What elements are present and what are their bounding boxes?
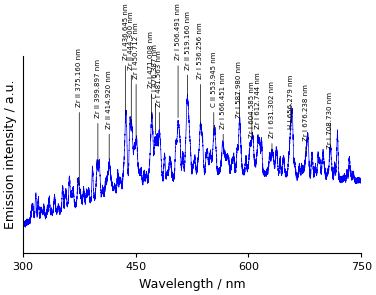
Text: Zr I 436.645 nm: Zr I 436.645 nm (123, 4, 129, 115)
Text: Zr I 604.585 nm: Zr I 604.585 nm (249, 81, 255, 138)
Text: Zr II 519.160 nm: Zr II 519.160 nm (185, 11, 191, 95)
Text: Zr II 444.300 nm: Zr II 444.300 nm (128, 11, 134, 125)
Text: Zr I 471.008 nm: Zr I 471.008 nm (149, 31, 155, 119)
Text: Zr I 506.491 nm: Zr I 506.491 nm (175, 4, 181, 118)
X-axis label: Wavelength / nm: Wavelength / nm (139, 278, 245, 291)
Text: Zr I 481.563 nm: Zr I 481.563 nm (156, 50, 162, 129)
Text: Zr II 399.897 nm: Zr II 399.897 nm (95, 59, 101, 165)
Text: Zr I 536.256 nm: Zr I 536.256 nm (197, 22, 203, 127)
Text: Zr II 375.160 nm: Zr II 375.160 nm (76, 48, 82, 186)
Text: C II 553.945 nm: C II 553.945 nm (211, 51, 217, 132)
Text: Zr I 631.302 nm: Zr I 631.302 nm (269, 81, 275, 152)
Text: Zr I 612.744 nm: Zr I 612.744 nm (255, 72, 261, 137)
Text: Zr I 587.980 nm: Zr I 587.980 nm (237, 61, 243, 118)
Text: Zr I 676.238 nm: Zr I 676.238 nm (303, 84, 309, 153)
Text: Zr II 414.920 nm: Zr II 414.920 nm (106, 70, 112, 160)
Y-axis label: Emission intensity / a.u.: Emission intensity / a.u. (4, 80, 17, 229)
Text: C I 476.387 nm: C I 476.387 nm (152, 44, 158, 135)
Text: Zr I 566.451 nm: Zr I 566.451 nm (220, 72, 226, 141)
Text: H I 656.279 nm: H I 656.279 nm (288, 74, 294, 129)
Text: Zr I 708.730 nm: Zr I 708.730 nm (327, 92, 333, 149)
Text: Zr I 450.712 nm: Zr I 450.712 nm (133, 22, 139, 138)
